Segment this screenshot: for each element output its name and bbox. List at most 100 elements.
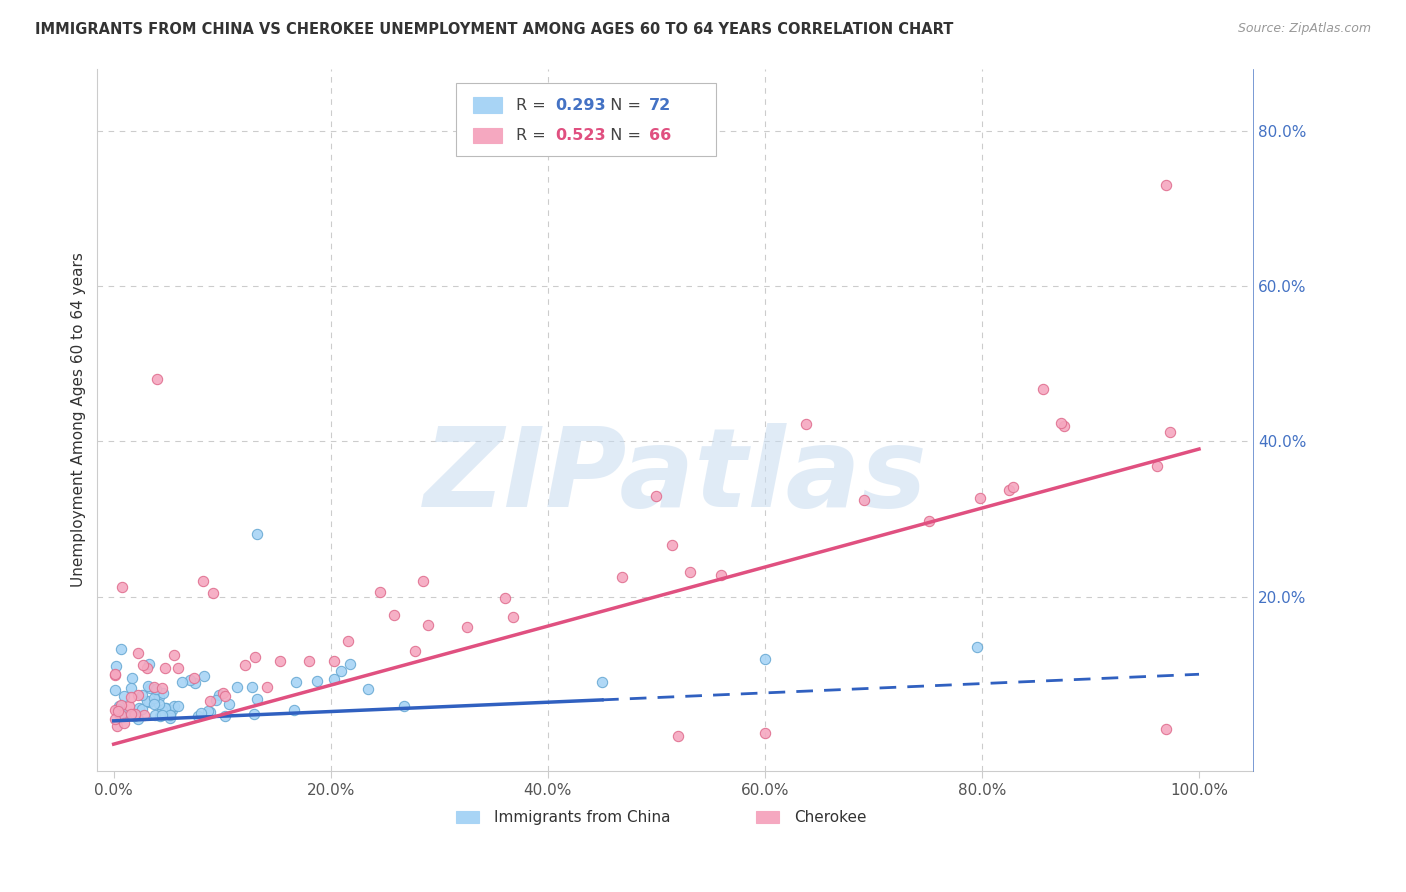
Point [127,646,149,660]
Point [122,706,145,721]
Point [494,591,516,606]
Point [104,712,127,726]
Point [159,707,181,722]
Point [323,673,346,687]
Point [136,679,159,693]
Text: 66: 66 [648,128,671,143]
Point [127,709,149,723]
Point [104,666,127,681]
Point [145,682,167,697]
Point [132,658,155,673]
Point [122,709,145,723]
Point [104,682,127,697]
Point [456,620,478,634]
Point [128,700,150,714]
Point [392,698,415,713]
Point [179,673,201,687]
Point [114,715,136,730]
Bar [756,811,779,823]
Point [135,694,157,708]
Point [382,607,405,622]
Point [256,680,278,694]
Point [330,664,353,678]
Bar [472,128,502,143]
Point [120,690,142,705]
Text: N =: N = [600,97,647,112]
Point [159,708,181,723]
Text: IMMIGRANTS FROM CHINA VS CHEROKEE UNEMPLOYMENT AMONG AGES 60 TO 64 YEARS CORRELA: IMMIGRANTS FROM CHINA VS CHEROKEE UNEMPL… [35,22,953,37]
Text: N =: N = [600,128,647,143]
Point [127,688,149,702]
Point [966,640,988,654]
Point [138,657,160,672]
Point [136,660,159,674]
Point [754,725,776,739]
Point [104,703,127,717]
Point [404,644,426,658]
Point [108,706,131,721]
Point [170,674,193,689]
Point [104,668,127,682]
Point [162,703,184,717]
Point [917,514,939,528]
Point [246,527,269,541]
Point [305,673,328,688]
Point [754,651,776,665]
Point [153,661,176,675]
Point [214,689,236,703]
Point [794,417,817,432]
Point [124,707,146,722]
Text: 0.293: 0.293 [555,97,606,112]
Point [218,697,240,711]
Point [240,680,263,694]
Point [323,654,346,668]
Point [132,707,155,722]
Point [298,654,321,668]
Point [998,483,1021,497]
Point [214,709,236,723]
Point [197,704,219,718]
Text: Immigrants from China: Immigrants from China [494,810,671,824]
Point [1156,722,1178,736]
Point [120,706,142,721]
Point [105,719,128,733]
Y-axis label: Unemployment Among Ages 60 to 64 years: Unemployment Among Ages 60 to 64 years [72,252,86,587]
Point [117,698,139,713]
Point [143,708,166,723]
Point [108,706,131,721]
Point [368,584,391,599]
Point [143,691,166,706]
Point [245,650,267,665]
Point [148,697,170,711]
Point [852,492,875,507]
Point [146,686,169,700]
Point [163,648,186,662]
Point [645,489,668,503]
Point [184,676,207,690]
Point [131,688,153,702]
Point [108,699,131,714]
Point [150,681,173,696]
Point [118,708,141,723]
Point [269,654,291,668]
Text: Cherokee: Cherokee [794,810,868,824]
Point [1001,480,1024,494]
Point [114,689,136,703]
Point [337,634,360,648]
FancyBboxPatch shape [456,83,716,156]
Point [1159,425,1181,439]
Point [283,703,305,717]
Point [153,701,176,715]
Point [198,705,221,719]
Point [111,580,134,594]
Point [155,701,177,715]
Point [138,694,160,708]
Point [190,706,212,720]
Point [242,707,264,722]
Point [167,698,190,713]
Point [146,372,169,386]
Point [131,702,153,716]
Point [969,491,991,505]
Point [149,709,172,723]
Point [193,669,215,683]
